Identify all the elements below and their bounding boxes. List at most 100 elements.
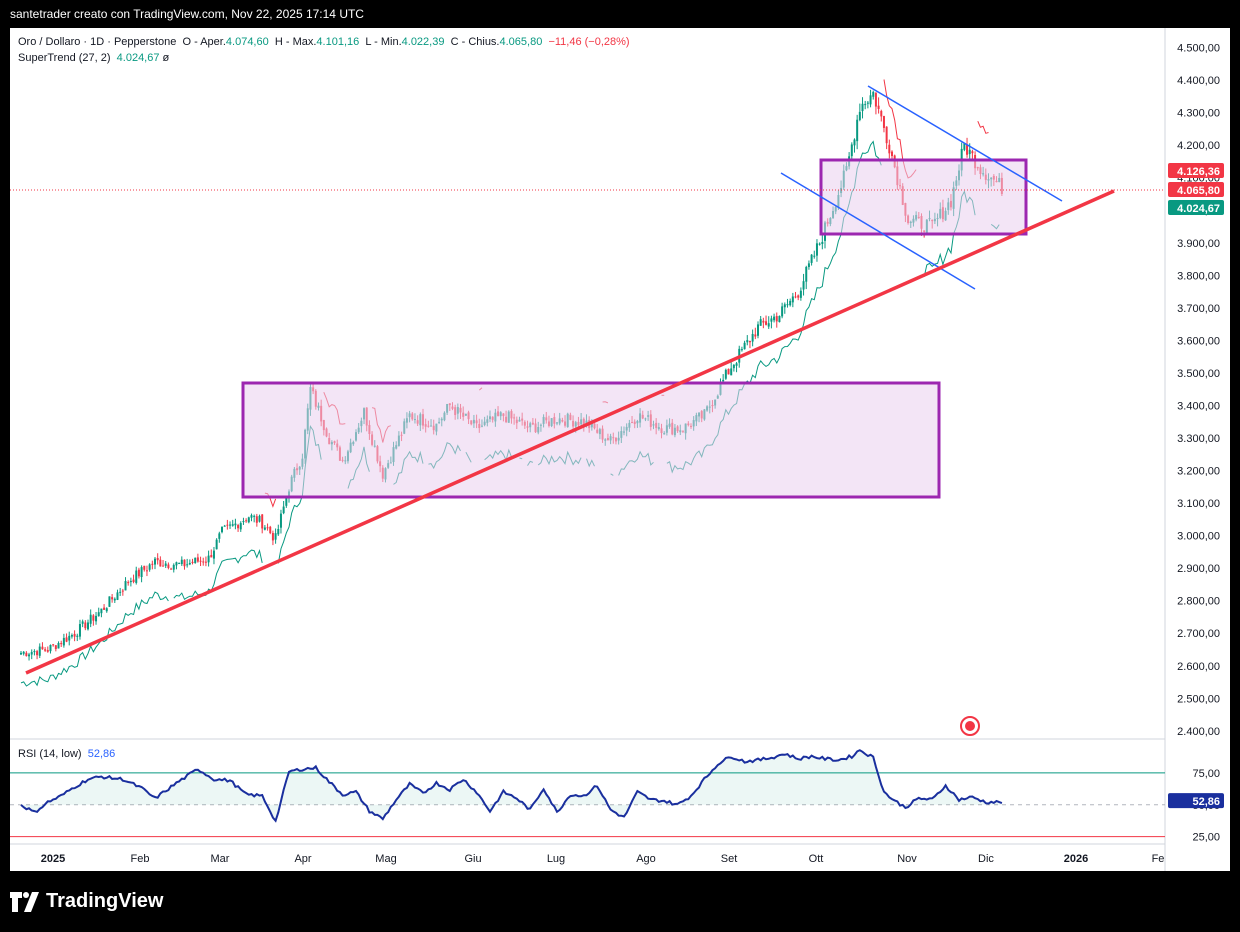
candle-body xyxy=(76,635,79,637)
open-value: 4.074,60 xyxy=(225,36,269,48)
candle-body xyxy=(234,523,237,526)
price-chart[interactable]: 4.500,004.400,004.300,004.200,004.100,00… xyxy=(10,28,1230,871)
candle-body xyxy=(218,533,221,539)
candle-body xyxy=(754,334,757,337)
x-tick-label: Ago xyxy=(636,853,656,865)
candle-body xyxy=(113,598,116,601)
candle-body xyxy=(724,369,727,379)
chart-panel[interactable]: 4.500,00 4.400,00 4.300,00 4.200,00 4.100,00… xyxy=(10,28,1230,871)
x-tick-label: Mar xyxy=(211,853,230,865)
close-value: 4.065,80 xyxy=(499,36,543,48)
candle-body xyxy=(172,564,175,570)
high-value: 4.101,16 xyxy=(316,36,360,48)
uptrend-line xyxy=(25,189,1115,675)
candle-body xyxy=(223,525,226,527)
candle-body xyxy=(730,368,733,376)
candle-body xyxy=(57,643,60,649)
y-tick-label: 3.900,00 xyxy=(1177,238,1220,250)
candle-body xyxy=(250,515,253,518)
y-tick-label: 2.500,00 xyxy=(1177,693,1220,705)
candle-body xyxy=(880,110,883,117)
candle-body xyxy=(237,525,240,529)
y-tick-label: 2.700,00 xyxy=(1177,628,1220,640)
candle-body xyxy=(180,559,183,565)
x-tick-label: Dic xyxy=(978,853,994,865)
y-tick-label: 2.400,00 xyxy=(1177,726,1220,738)
candle-body xyxy=(92,615,95,621)
candle-body xyxy=(140,567,143,578)
low-value: 4.022,39 xyxy=(401,36,445,48)
candle-body xyxy=(799,290,802,298)
candle-body xyxy=(100,608,103,614)
candle-body xyxy=(44,649,47,651)
candle-body xyxy=(127,582,130,584)
candle-body xyxy=(116,592,119,600)
candle-body xyxy=(124,581,127,591)
x-tick-label: Mag xyxy=(375,853,396,865)
candle-body xyxy=(743,342,746,350)
rsi-tick-label: 25,00 xyxy=(1192,832,1220,844)
candle-body xyxy=(87,622,89,630)
candle-body xyxy=(154,558,156,565)
supertrend-label: SuperTrend (27, 2) xyxy=(18,52,111,64)
y-tick-label: 4.200,00 xyxy=(1177,140,1220,152)
supertrend-legend: SuperTrend (27, 2) 4.024,67 ø xyxy=(18,52,169,64)
candle-body xyxy=(242,521,245,523)
visibility-icon[interactable]: ø xyxy=(162,52,170,64)
y-tick-label: 3.800,00 xyxy=(1177,270,1220,282)
candle-body xyxy=(137,569,140,577)
candle-body xyxy=(81,621,84,624)
candle-body xyxy=(759,319,762,326)
candle-body xyxy=(805,266,808,282)
candle-body xyxy=(253,515,256,517)
y-tick-label: 3.000,00 xyxy=(1177,531,1220,543)
tradingview-logo: TradingView xyxy=(10,890,163,913)
candle-body xyxy=(781,306,784,317)
candle-body xyxy=(159,559,162,567)
candle-body xyxy=(41,646,44,650)
candle-body xyxy=(103,607,106,610)
low-label: L - Min. xyxy=(365,36,402,48)
candle-body xyxy=(25,652,28,657)
y-tick-label: 3.700,00 xyxy=(1177,303,1220,315)
candle-body xyxy=(95,615,98,622)
candle-body xyxy=(70,635,73,637)
symbol-legend: Oro / Dollaro · 1D · Pepperstone O - Ape… xyxy=(18,36,630,48)
candle-body xyxy=(65,637,68,642)
rsi-legend: RSI (14, low) 52,86 xyxy=(18,748,115,760)
candle-body xyxy=(856,119,859,142)
candle-body xyxy=(164,563,167,566)
x-tick-label: 2026 xyxy=(1064,853,1088,865)
candle-body xyxy=(186,564,189,566)
candle-body xyxy=(882,116,885,128)
candle-body xyxy=(89,614,92,624)
price-label-text: 4.126,36 xyxy=(1177,166,1220,178)
candle-body xyxy=(751,333,754,342)
candle-body xyxy=(105,608,108,612)
x-tick-label: Apr xyxy=(294,853,311,865)
candle-body xyxy=(746,340,749,343)
candle-body xyxy=(971,151,974,154)
x-tick-label: Feb xyxy=(131,853,150,865)
candle-body xyxy=(279,513,282,528)
candle-body xyxy=(170,568,173,570)
candle-body xyxy=(247,517,250,523)
candle-body xyxy=(121,590,124,592)
candle-body xyxy=(30,652,33,655)
candle-body xyxy=(263,527,266,530)
candle-body xyxy=(20,652,22,655)
candle-body xyxy=(52,644,55,646)
candle-body xyxy=(891,151,893,157)
candle-body xyxy=(255,516,258,523)
candle-body xyxy=(145,570,148,572)
candle-body xyxy=(258,515,261,522)
candle-body xyxy=(175,562,178,566)
channel-upper-line xyxy=(867,85,1063,202)
candle-body xyxy=(132,579,135,582)
rsi-label: RSI (14, low) xyxy=(18,748,82,760)
price-label-bg xyxy=(1168,182,1224,197)
y-tick-label: 4.400,00 xyxy=(1177,75,1220,87)
candle-body xyxy=(807,263,810,268)
economic-event-icon-dot xyxy=(965,721,975,731)
tradingview-logo-icon xyxy=(10,891,39,912)
